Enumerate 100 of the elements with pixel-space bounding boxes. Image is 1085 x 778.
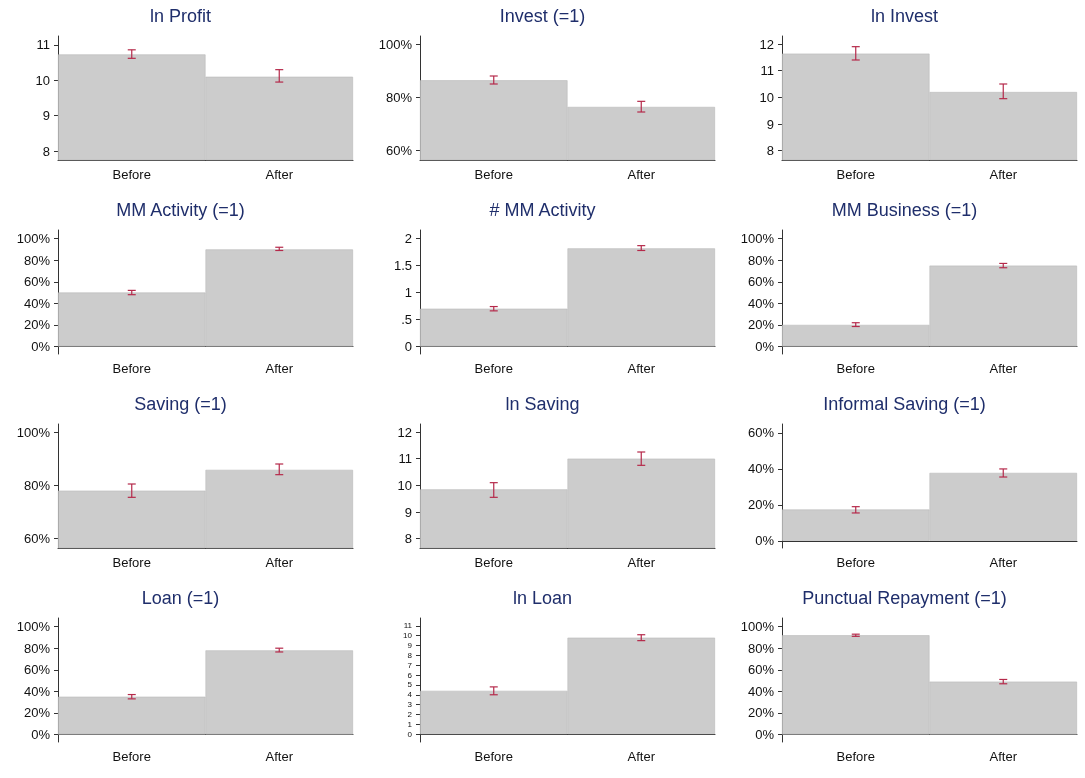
- x-tick-label: After: [265, 555, 294, 570]
- y-tick-label: 12: [759, 36, 774, 52]
- y-tick-label: 5: [407, 680, 413, 690]
- chart-title: Loan (=1): [141, 588, 220, 608]
- y-tick-label: 20%: [747, 705, 775, 721]
- y-tick-label: 8: [766, 143, 774, 159]
- y-tick-label: 8: [42, 143, 50, 159]
- y-tick-label: 20%: [747, 497, 775, 513]
- y-tick-label: 80%: [23, 252, 51, 268]
- y-tick-label: 20%: [747, 317, 775, 333]
- chart-title: Punctual Repayment (=1): [802, 588, 1007, 608]
- chart-title: # MM Activity: [489, 200, 596, 220]
- y-tick-label: 40%: [747, 683, 775, 699]
- x-tick-label: Before: [112, 555, 151, 570]
- x-tick-label: After: [627, 749, 656, 764]
- x-tick-label: Before: [836, 749, 875, 764]
- y-tick-label: 0%: [31, 726, 51, 742]
- y-tick-label: 0%: [31, 338, 51, 354]
- x-tick-label: After: [627, 361, 656, 376]
- y-tick-label: 0%: [755, 338, 775, 354]
- y-tick-label: 100%: [16, 424, 51, 440]
- y-tick-label: 9: [42, 108, 50, 124]
- y-tick-label: 60%: [23, 274, 51, 290]
- y-tick-label: 8: [407, 650, 413, 660]
- y-tick-label: 100%: [16, 619, 51, 635]
- x-tick-label: After: [989, 361, 1018, 376]
- y-tick-label: 8: [404, 531, 412, 547]
- y-tick-label: 60%: [23, 531, 51, 547]
- x-tick-label: Before: [474, 361, 513, 376]
- y-tick-label: 11: [36, 37, 50, 53]
- y-tick-label: 11: [760, 63, 774, 79]
- y-tick-label: 0%: [755, 533, 775, 549]
- y-tick-label: 10: [35, 72, 50, 88]
- y-tick-label: 100%: [740, 231, 775, 247]
- y-tick-label: 100%: [16, 231, 51, 247]
- y-tick-label: 10: [397, 477, 412, 493]
- y-tick-label: 40%: [747, 461, 775, 477]
- y-tick-label: 60%: [747, 662, 775, 678]
- y-tick-label: 10: [403, 631, 413, 641]
- x-tick-label: After: [627, 167, 656, 182]
- x-tick-label: Before: [474, 749, 513, 764]
- y-tick-label: 3: [407, 700, 413, 710]
- y-tick-label: 2: [404, 231, 412, 247]
- x-tick-label: Before: [112, 749, 151, 764]
- y-tick-label: 100%: [740, 619, 775, 635]
- chart-title: ln Invest: [870, 6, 939, 26]
- y-tick-label: 2: [407, 709, 413, 719]
- y-tick-label: 60%: [385, 143, 413, 159]
- y-tick-label: 0: [407, 729, 413, 739]
- chart-title: Invest (=1): [499, 6, 586, 26]
- y-tick-label: 11: [398, 451, 412, 467]
- x-tick-label: After: [265, 167, 294, 182]
- y-tick-label: 10: [759, 89, 774, 105]
- y-tick-label: 20%: [23, 705, 51, 721]
- y-tick-label: 40%: [23, 295, 51, 311]
- chart-title: MM Activity (=1): [116, 200, 245, 220]
- y-tick-label: 9: [404, 504, 412, 520]
- y-tick-label: 0%: [755, 726, 775, 742]
- x-tick-label: Before: [836, 167, 875, 182]
- y-tick-label: 20%: [23, 317, 51, 333]
- y-tick-label: 1: [404, 285, 412, 301]
- chart-title: ln Saving: [505, 394, 580, 414]
- y-tick-label: 40%: [23, 683, 51, 699]
- x-tick-label: Before: [112, 167, 151, 182]
- y-tick-label: 1.5: [393, 258, 412, 274]
- chart-title: ln Loan: [512, 588, 573, 608]
- y-tick-label: .5: [401, 312, 412, 327]
- y-tick-label: 4: [407, 690, 413, 700]
- x-tick-label: After: [989, 749, 1018, 764]
- y-tick-label: 12: [397, 424, 412, 440]
- x-tick-label: After: [265, 361, 294, 376]
- y-tick-label: 9: [766, 116, 774, 132]
- y-tick-label: 60%: [747, 274, 775, 290]
- x-tick-label: Before: [836, 361, 875, 376]
- y-tick-label: 80%: [23, 640, 51, 656]
- y-tick-label: 0: [404, 338, 412, 354]
- x-tick-label: Before: [474, 167, 513, 182]
- y-tick-label: 80%: [747, 640, 775, 656]
- y-tick-label: 80%: [747, 252, 775, 268]
- y-tick-label: 80%: [23, 477, 51, 493]
- chart-title: Informal Saving (=1): [823, 394, 986, 414]
- y-tick-label: 60%: [747, 425, 775, 441]
- y-tick-label: 11: [403, 621, 413, 631]
- y-tick-label: 6: [407, 670, 413, 680]
- chart-title: ln Profit: [149, 6, 212, 26]
- x-tick-label: After: [265, 749, 294, 764]
- chart-title: MM Business (=1): [831, 200, 978, 220]
- y-tick-label: 100%: [378, 36, 413, 52]
- y-tick-label: 40%: [747, 295, 775, 311]
- y-tick-label: 9: [407, 641, 413, 651]
- y-tick-label: 1: [407, 719, 413, 729]
- y-tick-label: 80%: [385, 89, 413, 105]
- chart-title: Saving (=1): [134, 394, 227, 414]
- x-tick-label: After: [989, 167, 1018, 182]
- x-tick-label: After: [627, 555, 656, 570]
- x-tick-label: Before: [836, 555, 875, 570]
- y-tick-label: 60%: [23, 662, 51, 678]
- x-tick-label: Before: [112, 361, 151, 376]
- x-tick-label: Before: [474, 555, 513, 570]
- x-tick-label: After: [989, 555, 1018, 570]
